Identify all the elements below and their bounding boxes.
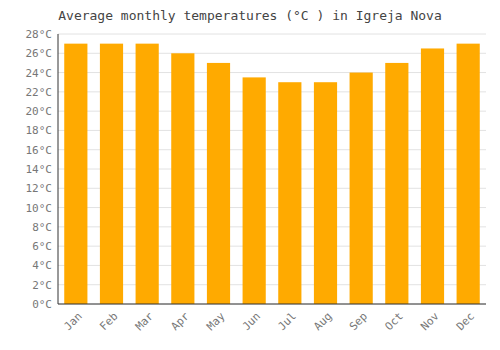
bar <box>421 48 444 304</box>
chart: Average monthly temperatures (°C ) in Ig… <box>0 0 500 350</box>
y-tick-label: 8°C <box>32 221 52 234</box>
x-tick-label: Oct <box>383 310 406 333</box>
y-tick-label: 20°C <box>26 105 53 118</box>
x-tick-label: Dec <box>454 310 477 333</box>
bar <box>314 82 337 304</box>
x-tick-label: Mar <box>133 309 157 333</box>
bar <box>457 44 480 304</box>
bar <box>171 53 194 304</box>
grid-line <box>58 34 486 35</box>
y-tick-label: 12°C <box>26 182 53 195</box>
x-tick-label: Jul <box>276 310 299 333</box>
y-axis <box>58 34 59 304</box>
y-tick-label: 6°C <box>32 240 52 253</box>
bar <box>136 44 159 304</box>
grid <box>58 34 486 304</box>
y-tick-label: 26°C <box>26 47 53 60</box>
bar <box>100 44 123 304</box>
bar <box>243 77 266 304</box>
y-tick-label: 2°C <box>32 279 52 292</box>
y-tick-label: 0°C <box>32 298 52 311</box>
x-tick-label: Feb <box>97 310 120 333</box>
bars <box>64 44 480 304</box>
y-tick-label: 14°C <box>26 163 53 176</box>
y-tick-label: 4°C <box>32 259 52 272</box>
bar <box>350 73 373 304</box>
x-tick-label: Apr <box>169 309 193 333</box>
x-tick-label: Jan <box>62 310 85 333</box>
y-tick-label: 24°C <box>26 67 53 80</box>
y-tick-label: 22°C <box>26 86 53 99</box>
y-tick-label: 16°C <box>26 144 53 157</box>
x-tick-label: Jun <box>240 310 263 333</box>
grid-line <box>58 304 486 305</box>
bar <box>278 82 301 304</box>
chart-container: Average monthly temperatures (°C ) in Ig… <box>0 0 500 350</box>
title: Average monthly temperatures (°C ) in Ig… <box>58 8 442 23</box>
x-tick-label: Sep <box>347 310 370 333</box>
x-axis <box>58 304 486 305</box>
y-tick-label: 10°C <box>26 202 53 215</box>
bar <box>207 63 230 304</box>
bar <box>385 63 408 304</box>
y-tick-label: 18°C <box>26 124 53 137</box>
x-tick-label: Aug <box>311 310 334 333</box>
bar <box>64 44 87 304</box>
y-tick-label: 28°C <box>26 28 53 41</box>
x-tick-label: Nov <box>418 309 442 333</box>
x-tick-label: May <box>204 309 228 333</box>
